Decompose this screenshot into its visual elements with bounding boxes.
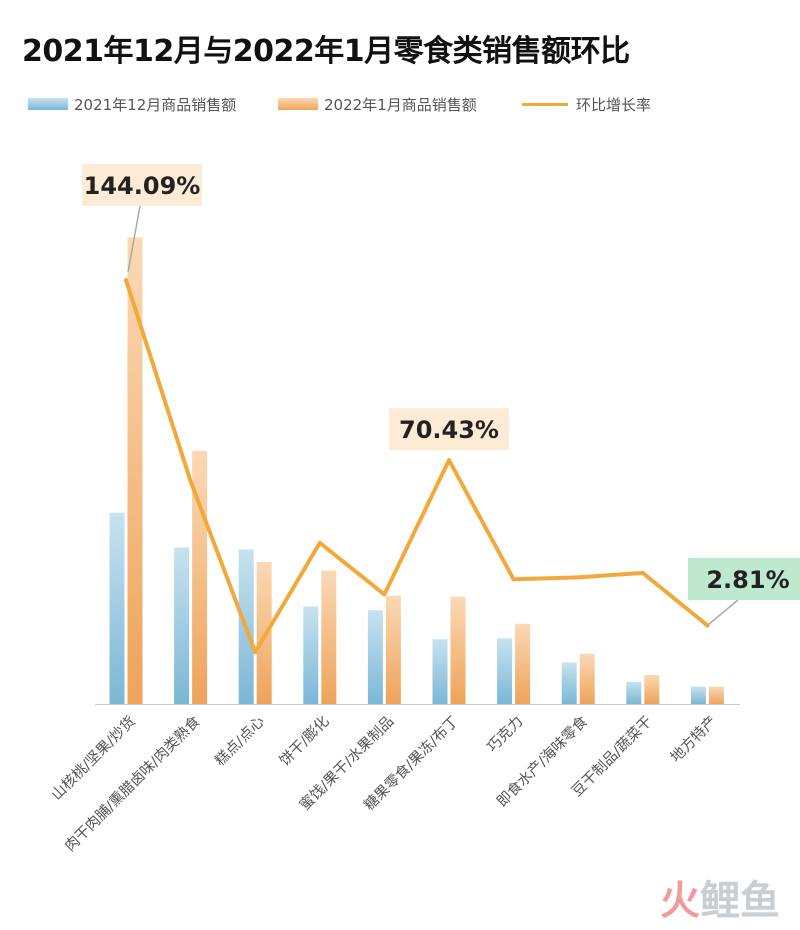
legend-swatch-growth xyxy=(522,103,568,106)
growth-point-0 xyxy=(124,278,128,283)
x-tick-label-6: 巧克力 xyxy=(484,713,527,756)
bar-jan-6 xyxy=(515,623,531,704)
watermark-part2: 鲤鱼 xyxy=(700,878,780,924)
bar-jan-9 xyxy=(708,686,724,704)
growth-point-1 xyxy=(188,479,193,484)
bar-dec-7 xyxy=(561,662,577,704)
growth-line xyxy=(124,278,710,655)
bar-dec-0 xyxy=(109,512,125,704)
legend-label-jan: 2022年1月商品销售额 xyxy=(324,96,477,114)
growth-point-3 xyxy=(317,540,322,545)
growth-point-7 xyxy=(576,575,581,580)
legend-label-dec: 2021年12月商品销售额 xyxy=(74,96,237,114)
bar-jan-4 xyxy=(385,595,401,704)
bar-dec-6 xyxy=(497,638,513,704)
bar-jan-5 xyxy=(450,596,466,704)
bar-dec-3 xyxy=(303,606,319,704)
chart-title: 2021年12月与2022年1月零食类销售额环比 xyxy=(22,34,630,69)
bar-dec-8 xyxy=(626,681,642,704)
x-tick-label-3: 饼干/膨化 xyxy=(276,713,332,769)
annotation-label-2: 2.81% xyxy=(706,566,789,594)
legend-item-growth[interactable]: 环比增长率 xyxy=(522,92,682,116)
legend-item-jan[interactable]: 2022年1月商品销售额 xyxy=(278,92,508,116)
annotation-box-2 xyxy=(688,558,800,600)
legend-item-dec[interactable]: 2021年12月商品销售额 xyxy=(28,92,268,116)
x-tick-label-2: 糕点/点心 xyxy=(212,713,268,769)
annotation-leader-2 xyxy=(706,599,739,627)
bar-dec-4 xyxy=(367,610,383,704)
annotation-box-1 xyxy=(389,408,509,451)
x-tick-label-9: 地方特产 xyxy=(667,713,720,766)
growth-point-6 xyxy=(511,577,516,582)
annotation-label-1: 70.43% xyxy=(399,416,499,444)
legend-swatch-jan xyxy=(278,98,318,110)
growth-point-5 xyxy=(447,458,451,463)
bar-jan-0 xyxy=(127,237,143,704)
growth-point-4 xyxy=(382,592,387,597)
bar-dec-5 xyxy=(432,639,448,704)
bar-dec-9 xyxy=(690,686,706,704)
x-tick-label-1: 肉干肉脯/熏腊卤味/肉类熟食 xyxy=(61,712,203,854)
bar-jan-3 xyxy=(321,570,337,704)
annotation-label-0: 144.09% xyxy=(84,172,201,200)
legend-swatch-dec xyxy=(28,98,68,110)
annotation-box-0 xyxy=(82,164,202,206)
growth-point-8 xyxy=(640,570,645,575)
watermark-part1: 火 xyxy=(660,878,700,924)
legend-label-growth: 环比增长率 xyxy=(576,96,652,114)
growth-point-2 xyxy=(253,650,258,655)
annotation-leader-0 xyxy=(127,205,141,273)
bar-dec-1 xyxy=(174,547,190,704)
watermark-logo: 火鲤鱼 xyxy=(660,868,780,926)
bar-jan-8 xyxy=(644,675,660,704)
bar-jan-7 xyxy=(579,653,595,704)
